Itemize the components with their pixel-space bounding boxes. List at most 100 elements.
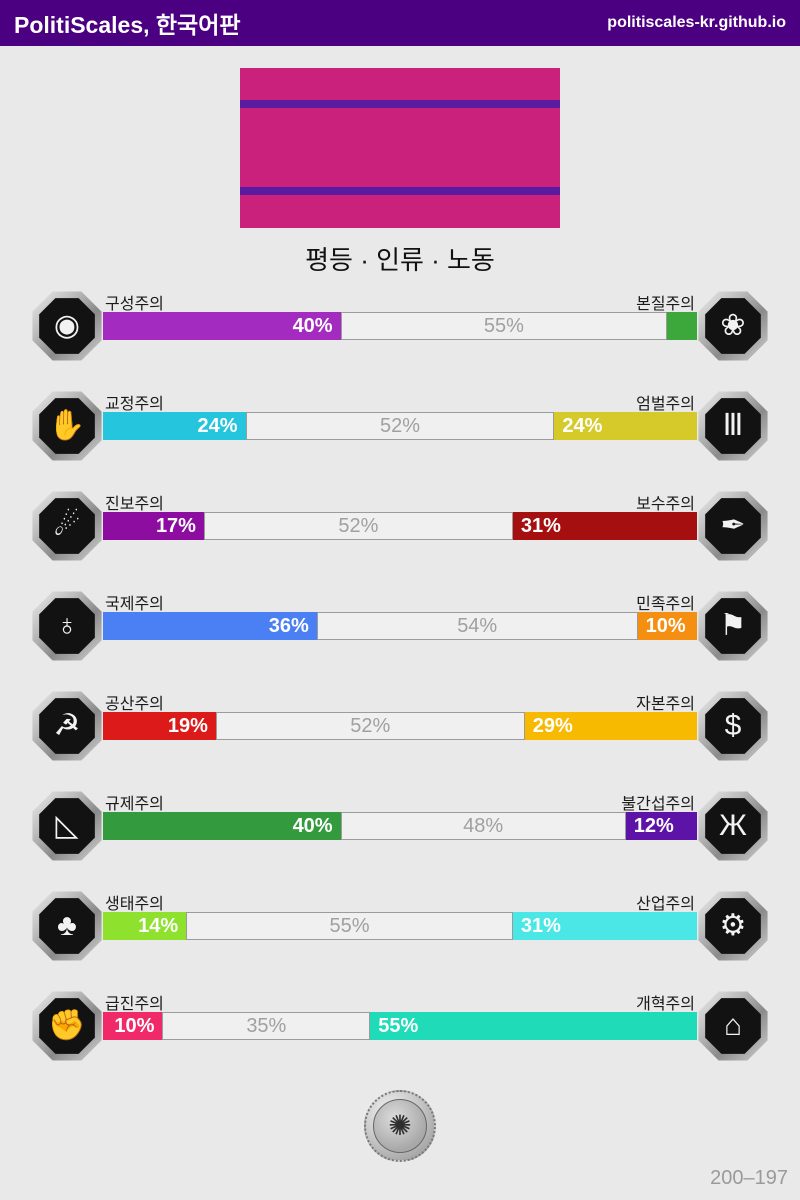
sailboat-scene-icon: ⌂ <box>705 998 761 1054</box>
axis-right-percent: 31% <box>520 914 561 937</box>
axis-right-badge: ❀ <box>698 291 768 361</box>
axis-right-label: 불간섭주의 <box>621 796 695 813</box>
axis-left-segment: 40% <box>103 812 341 840</box>
axis-right-percent: 10% <box>645 614 686 637</box>
score-counter: 200–197 <box>710 1167 788 1189</box>
axis-neutral-percent: 52% <box>338 514 379 537</box>
axis-right-segment: 24% <box>554 412 697 440</box>
axis-row: ♣ 생태주의 산업주의 14% 55% 31% ⚙ <box>31 890 769 962</box>
axis-right-segment: 31% <box>512 512 697 540</box>
flag-stripe <box>240 100 560 108</box>
axis-bar: 24% 52% 24% <box>103 412 697 440</box>
axis-left-badge: ☄ <box>32 491 102 561</box>
axis-left-badge: ♣ <box>32 891 102 961</box>
axis-row: ◺ 규제주의 불간섭주의 40% 48% 12% Ж <box>31 790 769 862</box>
axis-bar-column: 교정주의 엄벌주의 24% 52% 24% <box>103 390 697 440</box>
axis-labels: 공산주의 자본주의 <box>103 690 697 713</box>
axis-neutral-percent: 52% <box>350 714 391 737</box>
handshake-icon: ✋ <box>39 398 95 454</box>
axis-labels: 진보주의 보수주의 <box>103 490 697 513</box>
axis-left-label: 국제주의 <box>105 596 164 613</box>
app-title: PolitiScales, 한국어판 <box>14 12 241 38</box>
axis-left-segment: 17% <box>103 512 204 540</box>
axis-row: ♁ 국제주의 민족주의 36% 54% 10% ⚑ <box>31 590 769 662</box>
axis-left-label: 진보주의 <box>105 496 164 513</box>
axis-right-segment <box>667 312 697 340</box>
globe-laurel-icon: ♁ <box>39 598 95 654</box>
axis-bar-column: 급진주의 개혁주의 10% 35% 55% <box>103 990 697 1040</box>
seal-area: ✺ <box>0 1090 800 1162</box>
axis-left-percent: 19% <box>167 714 208 737</box>
axis-bar-column: 진보주의 보수주의 17% 52% 31% <box>103 490 697 540</box>
pragmatism-seal-icon: ✺ <box>364 1090 436 1162</box>
axis-left-percent: 40% <box>292 814 333 837</box>
axis-right-percent: 29% <box>532 714 573 737</box>
axis-neutral-percent: 52% <box>379 414 420 437</box>
axis-row: ✋ 교정주의 엄벌주의 24% 52% 24% Ⅲ <box>31 390 769 462</box>
axis-left-badge: ♁ <box>32 591 102 661</box>
axis-left-segment: 36% <box>103 612 317 640</box>
axis-bar-column: 공산주의 자본주의 19% 52% 29% <box>103 690 697 740</box>
comet-icon: ☄ <box>39 498 95 554</box>
axis-bar: 19% 52% 29% <box>103 712 697 740</box>
axis-neutral-segment: 55% <box>186 912 513 940</box>
axis-left-percent: 17% <box>155 514 196 537</box>
money-bag-icon: $ <box>705 698 761 754</box>
fist-icon: ✊ <box>39 998 95 1054</box>
axis-neutral-percent: 48% <box>463 814 504 837</box>
axis-left-segment: 24% <box>103 412 246 440</box>
axis-left-badge: ☭ <box>32 691 102 761</box>
result-motto: 평등 · 인류 · 노동 <box>305 245 495 275</box>
site-link[interactable]: politiscales-kr.github.io <box>607 14 786 31</box>
axis-bar-column: 국제주의 민족주의 36% 54% 10% <box>103 590 697 640</box>
axis-bar: 17% 52% 31% <box>103 512 697 540</box>
pen-nib-icon: ✒ <box>705 498 761 554</box>
axis-right-badge: ⚑ <box>698 591 768 661</box>
axis-bar: 14% 55% 31% <box>103 912 697 940</box>
axis-bar: 40% 48% 12% <box>103 812 697 840</box>
axis-labels: 급진주의 개혁주의 <box>103 990 697 1013</box>
axis-neutral-segment: 52% <box>245 412 555 440</box>
axis-neutral-segment: 52% <box>203 512 513 540</box>
tree-icon: ♣ <box>39 898 95 954</box>
axis-left-label: 규제주의 <box>105 796 164 813</box>
axis-right-label: 자본주의 <box>636 696 695 713</box>
axis-left-percent: 24% <box>197 414 238 437</box>
axis-neutral-percent: 55% <box>329 914 370 937</box>
axis-left-label: 교정주의 <box>105 396 164 413</box>
axis-left-label: 구성주의 <box>105 296 164 313</box>
axis-neutral-percent: 55% <box>483 314 524 337</box>
axis-right-badge: ✒ <box>698 491 768 561</box>
axis-right-label: 산업주의 <box>636 896 695 913</box>
axis-right-percent: 24% <box>562 414 603 437</box>
axis-left-segment: 10% <box>103 1012 163 1040</box>
axis-neutral-segment: 52% <box>215 712 525 740</box>
axis-right-segment: 12% <box>625 812 697 840</box>
axis-labels: 교정주의 엄벌주의 <box>103 390 697 413</box>
axis-right-label: 민족주의 <box>636 596 695 613</box>
axis-bar-column: 생태주의 산업주의 14% 55% 31% <box>103 890 697 940</box>
axis-right-label: 본질주의 <box>636 296 695 313</box>
axis-right-percent: 12% <box>633 814 674 837</box>
axis-left-percent: 36% <box>268 614 309 637</box>
axis-right-percent: 31% <box>520 514 561 537</box>
axis-bar: 40% 55% <box>103 312 697 340</box>
axis-right-label: 엄벌주의 <box>636 396 695 413</box>
butterfly-icon: Ж <box>705 798 761 854</box>
axis-left-badge: ◺ <box>32 791 102 861</box>
flag-stripe <box>240 187 560 195</box>
axis-right-badge: ⌂ <box>698 991 768 1061</box>
axis-right-segment: 31% <box>512 912 697 940</box>
axis-row: ☭ 공산주의 자본주의 19% 52% 29% $ <box>31 690 769 762</box>
axes-list: ◉ 구성주의 본질주의 40% 55% ❀ <box>0 276 800 1062</box>
axis-left-segment: 40% <box>103 312 341 340</box>
axis-left-segment: 19% <box>103 712 216 740</box>
axis-left-label: 공산주의 <box>105 696 164 713</box>
prison-bars-icon: Ⅲ <box>705 398 761 454</box>
axis-neutral-percent: 35% <box>246 1014 287 1037</box>
axis-neutral-percent: 54% <box>457 614 498 637</box>
axis-left-badge: ✊ <box>32 991 102 1061</box>
axis-right-segment: 29% <box>524 712 697 740</box>
axis-neutral-segment: 55% <box>340 312 668 340</box>
axis-left-label: 급진주의 <box>105 996 164 1013</box>
